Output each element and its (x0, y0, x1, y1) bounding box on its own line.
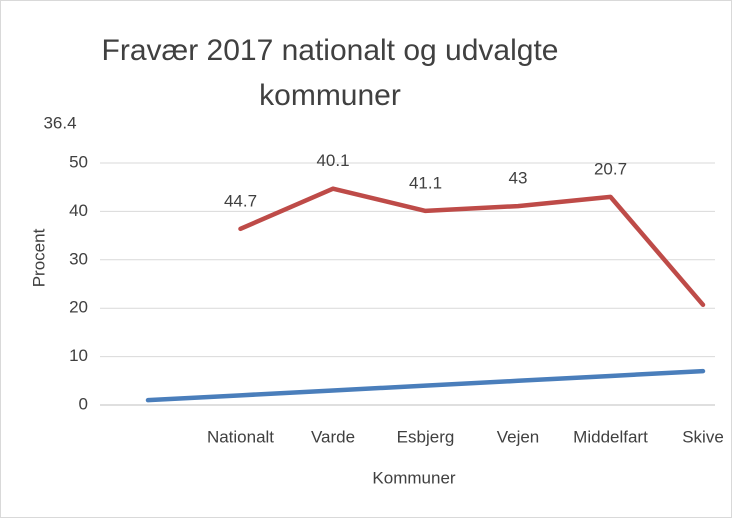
x-tick-label: Vejen (497, 427, 540, 446)
data-label: 41.1 (409, 173, 442, 192)
y-axis-title: Procent (29, 228, 48, 287)
series-line (238, 186, 706, 308)
data-label: 43 (509, 169, 528, 188)
y-tick-label: 10 (69, 346, 88, 365)
chart-title: Fravær 2017 nationalt og udvalgte kommun… (101, 34, 559, 112)
x-axis-title: Kommuner (372, 468, 455, 487)
data-label: 36.4 (43, 113, 76, 132)
y-tick-label: 20 (69, 298, 88, 317)
data-label: 20.7 (594, 159, 627, 178)
y-tick-label: 0 (79, 394, 88, 413)
x-tick-label: Esbjerg (397, 427, 455, 446)
x-tick-label: Nationalt (207, 427, 274, 446)
x-tick-label: Varde (311, 427, 355, 446)
x-tick-label: Skive (682, 427, 724, 446)
y-tick-label: 50 (69, 152, 88, 171)
x-tick-label: Middelfart (573, 427, 648, 446)
data-label: 40.1 (316, 151, 349, 170)
series-line (145, 368, 706, 403)
data-label: 44.7 (224, 191, 257, 210)
y-tick-label: 30 (69, 249, 88, 268)
y-tick-label: 40 (69, 201, 88, 220)
